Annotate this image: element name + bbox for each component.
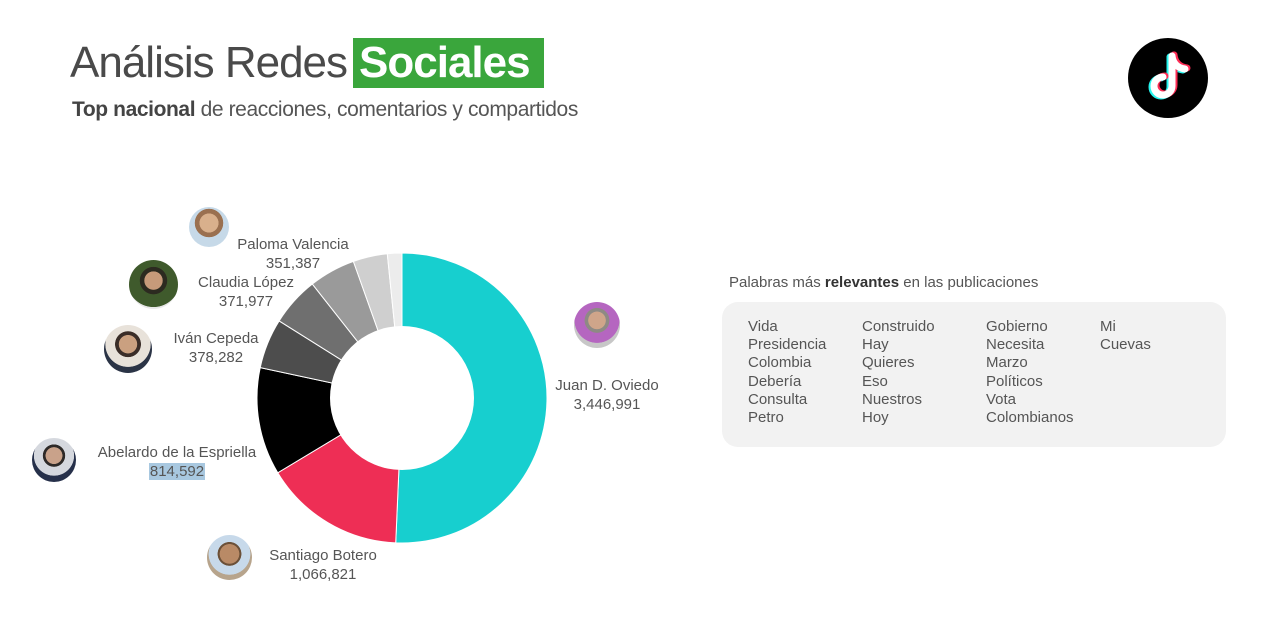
label-value: 378,282 [188, 349, 244, 366]
word: Gobierno [986, 318, 1048, 335]
word: Construido [862, 318, 935, 335]
words-panel: Vida Presidencia Colombia Debería Consul… [722, 302, 1226, 447]
label-name: Abelardo de la Espriella [97, 444, 257, 461]
label-name: Paloma Valencia [237, 236, 349, 253]
title-highlight: Sociales [353, 38, 544, 88]
label-name: Juan D. Oviedo [555, 377, 659, 394]
words-title-pre: Palabras más [729, 274, 825, 291]
title-main: Análisis Redes [70, 38, 348, 87]
words-column-1: Vida Presidencia Colombia Debería Consul… [748, 318, 826, 427]
word: Mi [1100, 318, 1116, 335]
avatar-juan-d-oviedo [574, 302, 620, 348]
word: Cuevas [1100, 336, 1151, 354]
label-claudia-lopez: Claudia López 371,977 [186, 273, 306, 311]
words-title-bold: relevantes [824, 274, 900, 291]
subtitle-bold: Top nacional [72, 98, 196, 121]
label-value: 814,592 [148, 463, 206, 480]
page-title: Análisis Redes Sociales [70, 38, 544, 88]
label-value: 371,977 [218, 293, 274, 310]
word: Presidencia [748, 336, 827, 354]
label-value: 1,066,821 [289, 566, 357, 583]
word: Quieres [862, 354, 915, 372]
label-ivan-cepeda: Iván Cepeda 378,282 [162, 329, 270, 367]
label-juan-d-oviedo: Juan D. Oviedo 3,446,991 [546, 376, 668, 414]
avatar-ivan-cepeda [104, 325, 152, 373]
label-name: Claudia López [198, 274, 294, 291]
word: Vota [986, 390, 1017, 408]
word: Colombianos [986, 409, 1074, 427]
words-column-4: Mi Cuevas [1100, 318, 1151, 354]
label-name: Iván Cepeda [173, 330, 259, 347]
label-paloma-valencia: Paloma Valencia 351,387 [226, 235, 360, 273]
word: Petro [748, 409, 784, 427]
word: Necesita [986, 336, 1045, 354]
avatar-paloma-valencia [189, 207, 229, 247]
label-value: 351,387 [265, 255, 321, 272]
words-title-post: en las publicaciones [899, 274, 1039, 291]
avatar-claudia-lopez [129, 260, 178, 309]
words-panel-title: Palabras más relevantes en las publicaci… [729, 274, 1038, 291]
avatar-abelardo-de-la-espriella [32, 438, 76, 482]
avatar-santiago-botero [207, 535, 252, 580]
page-subtitle: Top nacional de reacciones, comentarios … [72, 98, 578, 122]
word: Colombia [748, 354, 812, 372]
words-column-3: Gobierno Necesita Marzo Políticos Vota C… [986, 318, 1074, 427]
label-name: Santiago Botero [269, 547, 377, 564]
word: Vida [748, 318, 778, 335]
word: Consulta [748, 390, 808, 408]
label-santiago-botero: Santiago Botero 1,066,821 [259, 546, 387, 584]
word: Hay [862, 336, 889, 354]
word: Marzo [986, 354, 1028, 372]
word: Debería [748, 372, 802, 390]
words-column-2: Construido Hay Quieres Eso Nuestros Hoy [862, 318, 935, 427]
tiktok-logo-icon [1128, 38, 1208, 118]
donut-hole [330, 326, 474, 470]
word: Políticos [986, 372, 1043, 390]
label-value: 3,446,991 [573, 396, 641, 413]
label-abelardo-de-la-espriella: Abelardo de la Espriella 814,592 [88, 443, 266, 481]
word: Eso [862, 372, 888, 390]
subtitle-rest: de reacciones, comentarios y compartidos [195, 98, 579, 121]
word: Nuestros [862, 390, 923, 408]
word: Hoy [862, 409, 889, 427]
